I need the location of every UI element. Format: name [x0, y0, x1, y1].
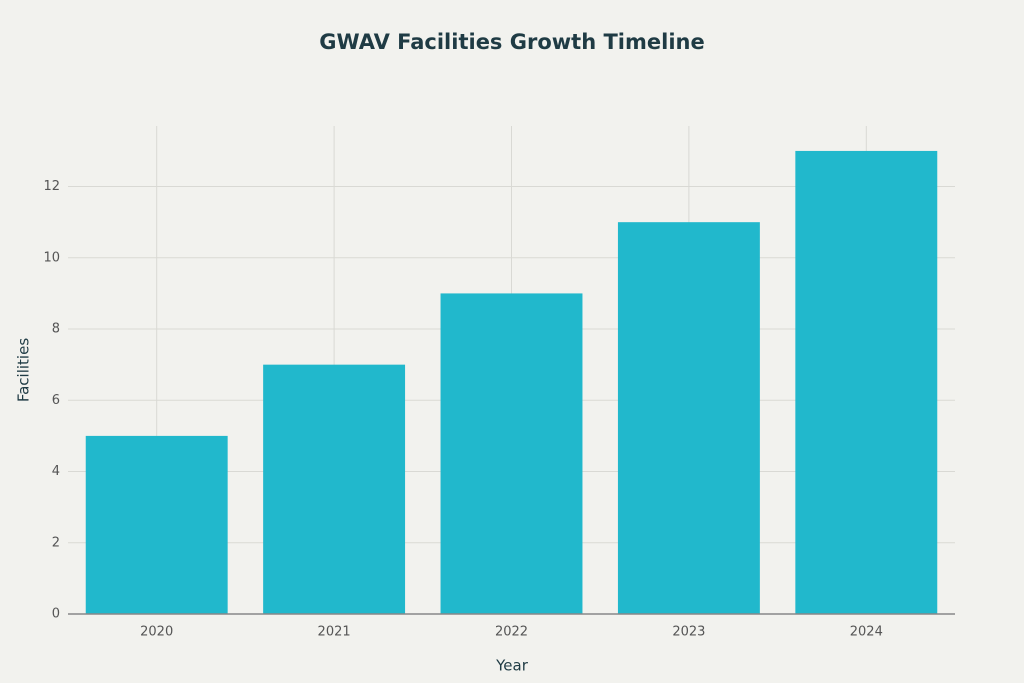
y-tick-label: 2 [52, 535, 60, 550]
y-tick-label: 12 [43, 179, 60, 194]
bar [263, 364, 406, 614]
y-axis-title: Facilities [15, 338, 33, 402]
x-axis-title: Year [495, 657, 529, 675]
y-tick-label: 8 [52, 322, 60, 337]
y-tick-label: 6 [52, 393, 60, 408]
y-tick-label: 0 [52, 607, 60, 622]
x-tick-label: 2023 [672, 625, 705, 640]
y-tick-label: 4 [52, 464, 60, 479]
bar [85, 435, 228, 614]
bar [795, 150, 938, 614]
bar [440, 293, 583, 614]
bar [617, 222, 760, 615]
x-tick-label: 2021 [318, 625, 351, 640]
x-tick-label: 2022 [495, 625, 528, 640]
x-tick-label: 2020 [140, 625, 173, 640]
x-tick-label: 2024 [850, 625, 883, 640]
chart-title: GWAV Facilities Growth Timeline [319, 30, 704, 54]
y-tick-label: 10 [43, 250, 60, 265]
